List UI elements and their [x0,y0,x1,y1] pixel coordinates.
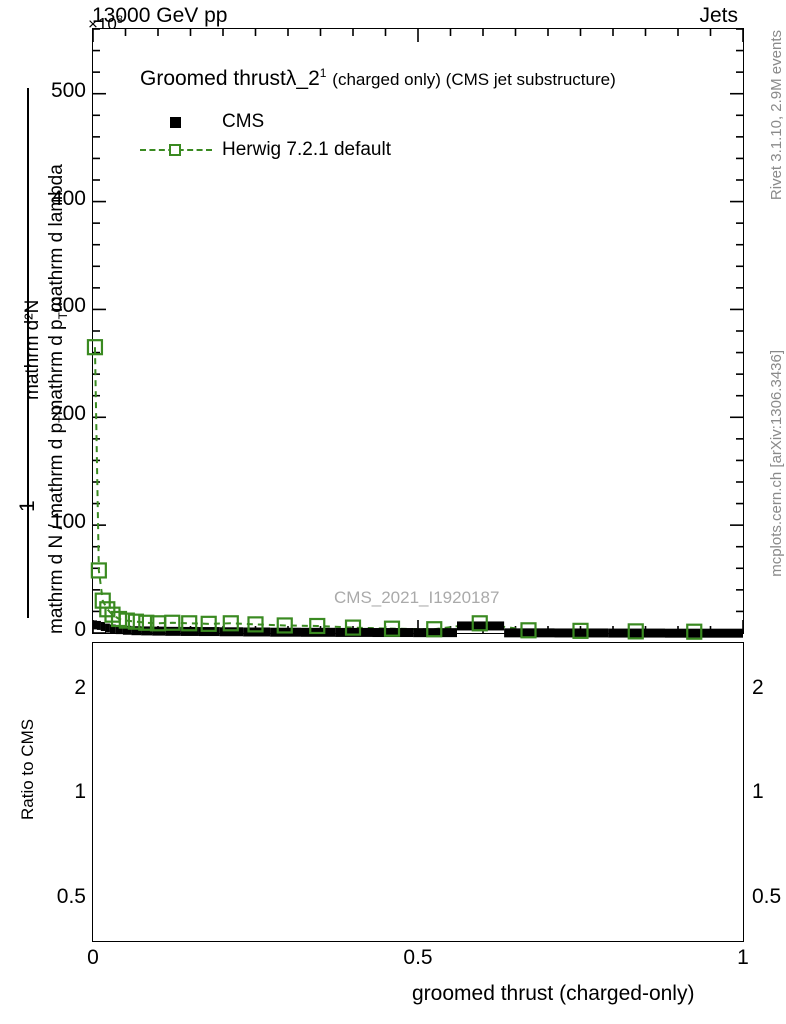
cms-data-marker[interactable] [219,627,244,637]
fraction-bar [27,88,29,618]
y-tick-label-main-3: 300 [50,294,86,318]
x-axis-title: groomed thrust (charged-only) [412,982,695,1005]
herwig-data-marker[interactable] [181,615,198,632]
plot-title: Groomed thrustλ_21 (charged only) (CMS j… [140,66,616,91]
herwig-data-marker[interactable] [127,613,144,630]
herwig-data-marker[interactable] [94,592,111,609]
cms-data-marker[interactable] [457,621,505,631]
ratio-tick-label-right-2: 2 [752,675,764,699]
herwig-data-marker[interactable] [627,623,644,640]
legend-label-herwig: Herwig 7.2.1 default [222,139,391,160]
main-plot-panel [92,28,744,634]
cms-data-marker[interactable] [608,628,665,638]
herwig-data-marker[interactable] [344,619,362,636]
legend-marker-cms [140,112,212,132]
legend-label-cms: CMS [222,111,265,132]
herwig-data-marker[interactable] [99,601,116,618]
herwig-data-marker[interactable] [200,615,217,632]
plot-title-symbol: λ_2 [285,67,320,90]
herwig-data-marker[interactable] [222,615,239,632]
ratio-tick-label-left-0: 0.5 [56,884,86,908]
cms-data-marker[interactable] [100,621,106,631]
cms-data-marker[interactable] [141,626,153,636]
cms-data-marker[interactable] [105,623,110,633]
cms-data-marker[interactable] [504,628,555,638]
analysis-category-label: Jets [699,4,738,27]
cms-data-marker[interactable] [96,620,101,630]
herwig-data-marker[interactable] [247,616,264,633]
x-tick-label-2: 1 [737,946,749,969]
cms-data-marker[interactable] [335,627,373,637]
herwig-data-marker[interactable] [572,622,589,639]
legend-marker-herwig [140,140,212,160]
x-tick-label-1: 0.5 [403,946,433,969]
herwig-data-marker[interactable] [686,623,703,640]
herwig-data-marker[interactable] [520,622,537,639]
filled-square-icon [170,117,181,128]
cms-data-marker[interactable] [109,624,116,634]
cms-data-marker[interactable] [122,625,132,635]
cms-data-marker[interactable] [554,628,609,638]
ratio-y-axis-label-text: Ratio to CMS [18,718,37,820]
y-tick-label-main-2: 200 [50,402,86,426]
herwig-data-marker[interactable] [383,620,401,637]
y-tick-label-main-1: 100 [50,510,86,534]
herwig-data-marker[interactable] [276,617,293,634]
analysis-id-watermark: CMS_2021_I1920187 [334,588,500,607]
plot-title-qualifier: (charged only) (CMS jet substructure) [332,70,616,89]
legend-item-cms[interactable]: CMS [140,108,391,136]
exponent-power: 3 [116,14,123,26]
y-axis-label-main: mathrm d²N 1 mathrm d N / mathrm d pTmat… [0,0,86,640]
legend: CMS Herwig 7.2.1 default [140,108,391,164]
herwig-line [93,347,695,633]
x-tick-label-0: 0 [87,946,99,969]
ratio-tick-label-right-0: 0.5 [752,884,782,908]
plot-title-main: Groomed thrust [140,67,286,90]
legend-item-herwig[interactable]: Herwig 7.2.1 default [140,136,391,164]
cms-data-marker[interactable] [165,626,181,636]
cms-data-marker[interactable] [115,625,123,635]
herwig-data-marker[interactable] [118,612,135,629]
herwig-data-marker[interactable] [164,614,181,631]
herwig-data-marker[interactable] [90,562,107,579]
cms-data-marker[interactable] [93,620,97,630]
y-tick-label-main-0: 0 [74,618,86,641]
ratio-tick-label-left-1: 1 [74,780,86,804]
open-square-icon [169,144,181,156]
ratio-tick-label-right-1: 1 [752,780,764,804]
plot-title-symbol-sup: 1 [319,66,327,80]
y-tick-label-main-5: 500 [50,78,86,102]
herwig-data-marker[interactable] [426,621,443,638]
herwig-data-marker[interactable] [86,339,104,356]
ratio-panel [92,642,744,942]
cms-data-marker[interactable] [372,628,414,638]
cms-data-marker[interactable] [413,628,457,638]
herwig-data-marker[interactable] [309,617,326,635]
ratio-tick-label-left-2: 2 [74,675,86,699]
cms-data-marker[interactable] [665,628,743,638]
cms-data-marker[interactable] [180,626,199,636]
cms-data-marker[interactable] [131,626,142,636]
herwig-data-marker[interactable] [471,615,488,632]
beam-energy-label: 13000 GeV pp [92,4,228,27]
y-tick-label-main-4: 400 [50,186,86,210]
herwig-data-marker[interactable] [138,614,155,631]
